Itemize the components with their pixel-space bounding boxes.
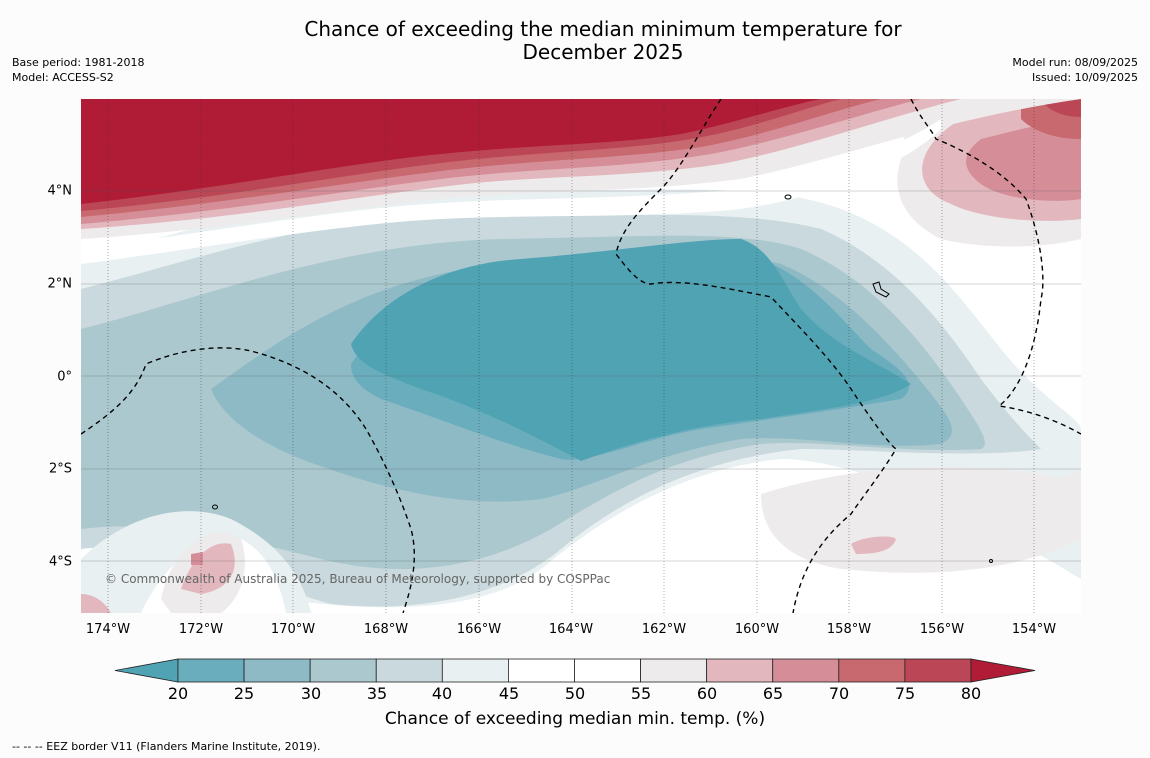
contour-15 [351, 239, 911, 461]
colorbar-tick: 80 [960, 684, 982, 703]
colorbar-tick: 45 [498, 684, 520, 703]
model-run-label: Model run: 08/09/2025 [1012, 56, 1138, 69]
y-label-2s: 2°S [48, 461, 72, 477]
issued-label: Issued: 10/09/2025 [1031, 71, 1138, 84]
colorbar-arrow-low [114, 658, 179, 683]
colorbar-segment [574, 658, 641, 683]
colorbar-tick: 20 [167, 684, 189, 703]
colorbar-segment [904, 658, 972, 683]
colorbar-arrow-high [970, 658, 1036, 683]
colorbar-tick: 75 [894, 684, 916, 703]
x-label-160w: 160°W [734, 622, 780, 637]
colorbar-tick: 55 [630, 684, 652, 703]
eez-footnote: -- -- -- EEZ border V11 (Flanders Marine… [12, 740, 321, 753]
colorbar-tick: 25 [233, 684, 255, 703]
x-label-172w: 172°W [178, 622, 224, 637]
x-label-158w: 158°W [826, 622, 872, 637]
colorbar-title: Chance of exceeding median min. temp. (%… [384, 709, 766, 729]
meta-right: Model run: 08/09/2025 Issued: 10/09/2025 [1012, 55, 1138, 85]
eez-borders [81, 99, 1081, 613]
colorbar-segment [640, 658, 708, 683]
colorbar-tick: 35 [366, 684, 388, 703]
colorbar-tick: 70 [828, 684, 850, 703]
x-label-154w: 154°W [1011, 622, 1057, 637]
x-label-174w: 174°W [85, 622, 131, 637]
x-label-162w: 162°W [641, 622, 687, 637]
title-line-1: Chance of exceeding the median minimum t… [304, 17, 902, 41]
x-label-170w: 170°W [270, 622, 316, 637]
colorbar-segment [838, 658, 906, 683]
x-label-164w: 164°W [548, 622, 594, 637]
colorbar-segment [177, 658, 245, 683]
colorbar-tick: 50 [564, 684, 586, 703]
title-line-2: December 2025 [522, 40, 684, 64]
x-label-156w: 156°W [919, 622, 965, 637]
colorbar-segment [441, 658, 509, 683]
copyright-text: © Commonwealth of Australia 2025, Bureau… [105, 572, 611, 586]
colorbar-segment [375, 658, 443, 683]
colorbar-tick: 40 [431, 684, 453, 703]
colorbar-segment [706, 658, 774, 683]
y-label-2n: 2°N [47, 276, 73, 292]
colorbar-segment [507, 658, 575, 683]
model-label: Model: ACCESS-S2 [12, 71, 114, 84]
x-label-168w: 168°W [363, 622, 409, 637]
meta-left: Base period: 1981-2018 Model: ACCESS-S2 [12, 55, 144, 85]
colorbar-segment [243, 658, 311, 683]
colorbar-tick: 30 [300, 684, 322, 703]
x-label-166w: 166°W [456, 622, 502, 637]
colorbar [114, 658, 1036, 683]
colorbar-segment [309, 658, 377, 683]
colorbar-segment [772, 658, 840, 683]
base-period-label: Base period: 1981-2018 [12, 56, 145, 69]
colorbar-tick: 65 [762, 684, 784, 703]
y-label-4s: 4°S [48, 554, 72, 570]
chart-title: Chance of exceeding the median minimum t… [0, 18, 1150, 64]
y-label-0: 0° [57, 369, 72, 385]
map-area[interactable] [81, 99, 1081, 613]
y-label-4n: 4°N [47, 183, 73, 199]
probability-map [81, 99, 1081, 613]
colorbar-tick: 60 [696, 684, 718, 703]
